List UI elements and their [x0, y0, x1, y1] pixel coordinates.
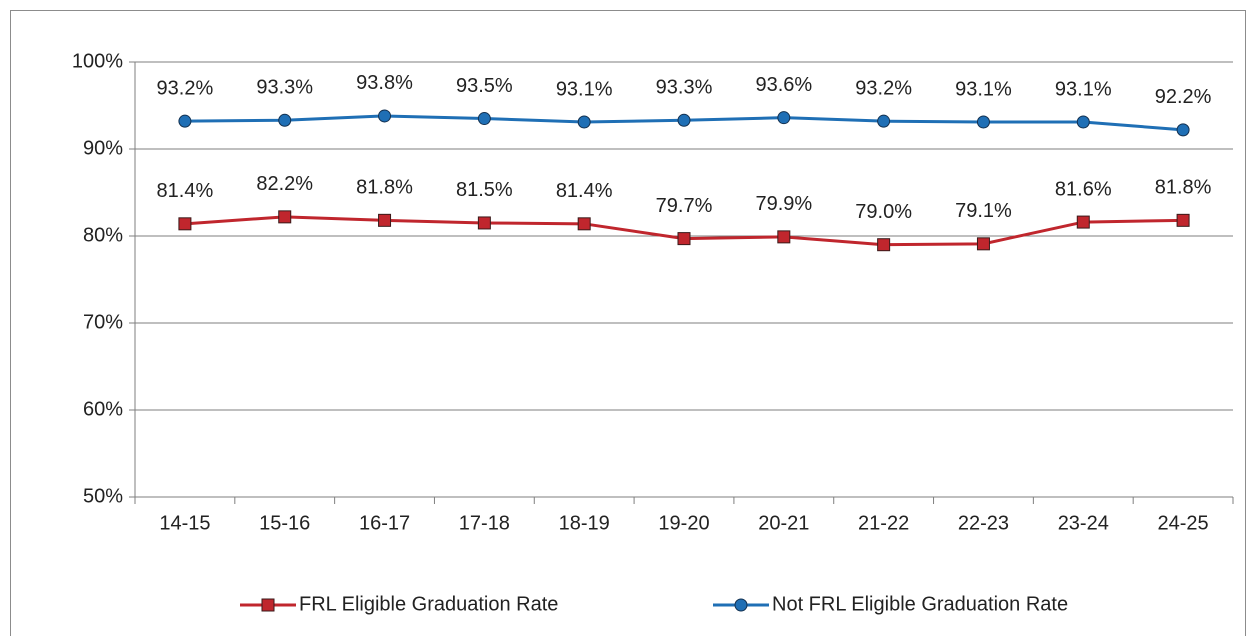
data-point	[976, 237, 990, 251]
data-label: 79.0%	[855, 201, 912, 223]
data-point	[877, 238, 891, 252]
x-tick-label: 19-20	[658, 512, 709, 534]
data-point	[178, 114, 192, 128]
data-point	[777, 111, 791, 125]
data-point	[1076, 115, 1090, 129]
data-label: 93.1%	[1055, 78, 1112, 100]
data-label: 81.4%	[556, 180, 613, 202]
data-label: 93.1%	[955, 78, 1012, 100]
data-point	[976, 115, 990, 129]
x-tick-label: 22-23	[958, 512, 1009, 534]
x-tick-label: 16-17	[359, 512, 410, 534]
data-point	[378, 109, 392, 123]
data-point	[178, 217, 192, 231]
y-tick-label: 60%	[83, 398, 123, 420]
y-tick-label: 100%	[72, 50, 123, 72]
data-label: 93.3%	[256, 77, 313, 99]
data-label: 79.7%	[656, 195, 713, 217]
data-label: 93.2%	[157, 77, 214, 99]
data-label: 93.1%	[556, 78, 613, 100]
data-label: 79.9%	[755, 193, 812, 215]
data-label: 93.6%	[755, 74, 812, 96]
data-label: 92.2%	[1155, 86, 1212, 108]
x-tick-label: 24-25	[1158, 512, 1209, 534]
chart-border	[10, 10, 1246, 636]
data-label: 81.6%	[1055, 178, 1112, 200]
y-tick-label: 90%	[83, 137, 123, 159]
data-point	[378, 213, 392, 227]
data-point	[1176, 123, 1190, 137]
data-label: 93.5%	[456, 75, 513, 97]
legend-label: FRL Eligible Graduation Rate	[299, 593, 558, 615]
data-point	[477, 216, 491, 230]
data-label: 93.8%	[356, 72, 413, 94]
y-tick-label: 70%	[83, 311, 123, 333]
data-label: 81.4%	[157, 180, 214, 202]
x-tick-label: 15-16	[259, 512, 310, 534]
data-point	[477, 112, 491, 126]
data-label: 93.2%	[855, 77, 912, 99]
data-point	[278, 210, 292, 224]
x-tick-label: 18-19	[559, 512, 610, 534]
y-tick-label: 80%	[83, 224, 123, 246]
x-tick-label: 14-15	[159, 512, 210, 534]
data-point	[278, 113, 292, 127]
data-point	[677, 232, 691, 246]
data-point	[677, 113, 691, 127]
data-label: 93.3%	[656, 77, 713, 99]
legend-label: Not FRL Eligible Graduation Rate	[772, 593, 1068, 615]
y-tick-label: 50%	[83, 485, 123, 507]
data-point	[777, 230, 791, 244]
data-point	[877, 114, 891, 128]
data-point	[1076, 215, 1090, 229]
legend-marker	[734, 598, 748, 612]
data-point	[577, 217, 591, 231]
x-tick-label: 21-22	[858, 512, 909, 534]
x-tick-label: 23-24	[1058, 512, 1109, 534]
data-label: 82.2%	[256, 173, 313, 195]
data-point	[577, 115, 591, 129]
x-tick-label: 20-21	[758, 512, 809, 534]
data-label: 81.8%	[1155, 177, 1212, 199]
data-label: 79.1%	[955, 200, 1012, 222]
legend-marker	[261, 598, 275, 612]
data-label: 81.8%	[356, 177, 413, 199]
x-tick-label: 17-18	[459, 512, 510, 534]
data-point	[1176, 213, 1190, 227]
data-label: 81.5%	[456, 179, 513, 201]
